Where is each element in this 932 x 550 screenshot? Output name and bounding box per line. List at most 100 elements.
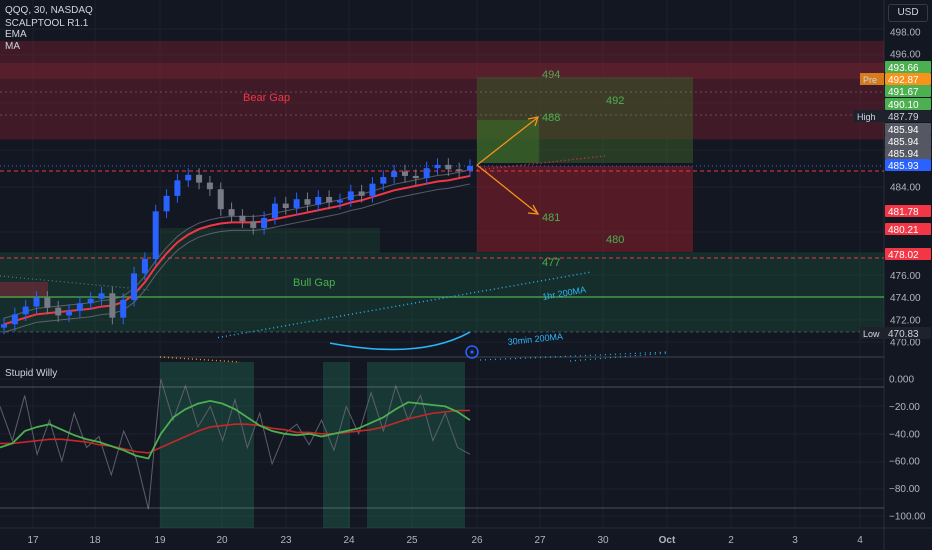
candle-body bbox=[336, 200, 343, 203]
candle-body bbox=[206, 182, 213, 190]
price-tag-box bbox=[854, 110, 884, 122]
price-tag: Low bbox=[863, 329, 880, 339]
candle-body bbox=[55, 307, 62, 316]
candle-body bbox=[44, 297, 51, 308]
price-label-box bbox=[885, 147, 931, 159]
arrowhead-down bbox=[527, 204, 540, 215]
price-tag: High bbox=[857, 112, 876, 122]
candle-body bbox=[456, 169, 463, 171]
x-tick-label: 23 bbox=[280, 535, 292, 546]
price-label: 492.87 bbox=[888, 75, 919, 86]
x-tick-label: Oct bbox=[659, 535, 676, 546]
x-tick-label: 26 bbox=[471, 535, 483, 546]
y-tick-label: 476.00 bbox=[890, 271, 921, 282]
price-label: 485.94 bbox=[888, 125, 919, 136]
oscillator-raw bbox=[0, 378, 471, 510]
bear-gap-band bbox=[0, 62, 884, 79]
y-tick-label: −80.00 bbox=[889, 484, 920, 495]
target-label: 481 bbox=[542, 212, 560, 224]
price-label-box bbox=[885, 85, 931, 97]
candle-body bbox=[304, 199, 311, 205]
x-tick-label: 19 bbox=[154, 535, 166, 546]
crosshair-dot bbox=[470, 350, 474, 354]
candle-body bbox=[369, 183, 376, 196]
price-label-box bbox=[885, 248, 931, 260]
candle-body bbox=[434, 164, 441, 169]
price-tag-box bbox=[860, 73, 884, 85]
projection-mid bbox=[476, 155, 606, 171]
candle-body bbox=[131, 273, 138, 300]
oscillator-zone bbox=[160, 362, 254, 528]
oscillator-fast bbox=[0, 399, 471, 460]
candle-body bbox=[282, 203, 289, 209]
price-label: 485.94 bbox=[888, 137, 919, 148]
candle-body bbox=[141, 258, 148, 274]
currency-button[interactable]: USD bbox=[888, 4, 928, 22]
indicator-ma[interactable]: MA bbox=[5, 41, 20, 52]
candle-body bbox=[98, 293, 105, 299]
y-tick-label: 498.00 bbox=[890, 28, 921, 39]
price-label-box bbox=[885, 61, 931, 73]
y-tick-label: 474.00 bbox=[890, 293, 921, 304]
price-label: 491.67 bbox=[888, 87, 919, 98]
x-tick-label: 27 bbox=[534, 535, 546, 546]
price-label: 480.21 bbox=[888, 225, 919, 236]
projection-down bbox=[476, 164, 538, 214]
price-label: 478.02 bbox=[888, 250, 919, 261]
bull-zone-box bbox=[160, 228, 380, 253]
candle-body bbox=[163, 195, 170, 212]
indicator-ema[interactable]: EMA bbox=[5, 29, 27, 40]
oscillator-zones bbox=[160, 362, 465, 528]
y-tick-label: −20.00 bbox=[889, 402, 920, 413]
candle-body bbox=[467, 165, 473, 171]
y-tick-label: 472.00 bbox=[890, 315, 921, 326]
price-label: 470.83 bbox=[888, 329, 919, 340]
candle-body bbox=[22, 306, 29, 315]
oscillator-slow bbox=[0, 409, 470, 454]
time-axis[interactable]: 17 18 19 20 23 24 25 26 27 30 Oct 2 3 4 bbox=[27, 535, 863, 546]
price-label: 493.66 bbox=[888, 63, 919, 74]
y-tick-label: 470.00 bbox=[890, 338, 921, 349]
candle-body bbox=[1, 324, 7, 328]
marker-line bbox=[159, 356, 241, 363]
bull-gap-marker bbox=[0, 282, 48, 298]
candle-body bbox=[293, 199, 300, 209]
indicator-scalptool[interactable]: SCALPTOOL R1.1 bbox=[5, 18, 89, 29]
oscillator-title[interactable]: Stupid Willy bbox=[5, 368, 58, 379]
candle-body bbox=[66, 311, 73, 316]
target-label: 492 bbox=[606, 95, 624, 107]
candle-body bbox=[380, 177, 387, 184]
price-label-box bbox=[885, 327, 931, 339]
y-tick-label: 484.00 bbox=[890, 183, 921, 194]
price-label: 485.94 bbox=[888, 149, 919, 160]
x-tick-label: 25 bbox=[406, 535, 418, 546]
price-label: 481.78 bbox=[888, 207, 919, 218]
bear-gap-zone bbox=[0, 40, 884, 140]
candle-body bbox=[76, 303, 83, 311]
price-label-box bbox=[885, 135, 931, 147]
target-box-lower bbox=[477, 166, 693, 252]
price-label-box bbox=[885, 110, 931, 122]
candle-body bbox=[423, 168, 430, 179]
oscillator-zone bbox=[367, 362, 465, 528]
price-label-box bbox=[885, 123, 931, 135]
price-label: 485.93 bbox=[888, 161, 919, 172]
candle-body bbox=[326, 196, 333, 203]
candle-body bbox=[87, 298, 94, 304]
arrowhead-up bbox=[527, 116, 539, 127]
crosshair-marker bbox=[465, 345, 479, 359]
target-label: 480 bbox=[606, 234, 624, 246]
price-series bbox=[1, 158, 473, 335]
price-label: 487.79 bbox=[888, 112, 919, 123]
projection bbox=[476, 116, 606, 215]
target-label: 488 bbox=[542, 112, 560, 124]
price-tag-box bbox=[860, 327, 884, 339]
chart-symbol[interactable]: QQQ, 30, NASDAQ bbox=[5, 5, 93, 16]
x-tick-label: 18 bbox=[89, 535, 101, 546]
candle-body bbox=[271, 203, 278, 218]
x-tick-label: 20 bbox=[216, 535, 228, 546]
bear-gap-label: Bear Gap bbox=[243, 92, 290, 104]
price-label: 490.10 bbox=[888, 100, 919, 111]
price-axis[interactable]: 470.00472.00474.00476.00478.00484.00496.… bbox=[854, 28, 931, 523]
